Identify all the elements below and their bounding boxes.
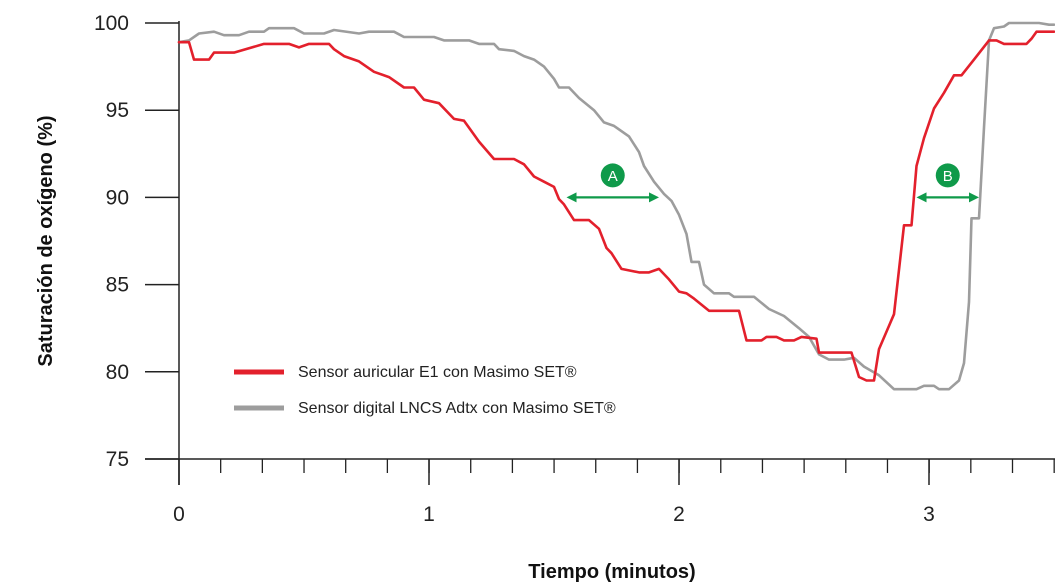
legend-label: Sensor digital LNCS Adtx con Masimo SET® bbox=[298, 400, 616, 417]
annotation-marker-label: A bbox=[608, 168, 618, 185]
annotation-marker-circle bbox=[600, 163, 625, 188]
y-axis-ticks: 75 80 85 90 95 100 bbox=[94, 12, 179, 471]
arrowhead-right bbox=[969, 192, 979, 203]
y-tick-label: 90 bbox=[106, 186, 129, 209]
y-tick-label: 75 bbox=[106, 448, 129, 471]
y-tick-label: 80 bbox=[106, 361, 129, 384]
x-tick-label: 3 bbox=[923, 503, 935, 526]
x-tick-label: 2 bbox=[673, 503, 685, 526]
annotation-b: B bbox=[916, 163, 979, 203]
series-line-e1-ear-sensor bbox=[177, 30, 1055, 382]
y-tick-label: 100 bbox=[94, 12, 129, 35]
x-tick-label: 1 bbox=[423, 503, 435, 526]
annotation-marker-label: B bbox=[943, 168, 953, 185]
y-axis-title: Saturación de oxígeno (%) bbox=[35, 115, 57, 366]
y-tick-label: 95 bbox=[106, 99, 129, 122]
arrowhead-right bbox=[649, 192, 659, 203]
x-tick-label: 0 bbox=[173, 503, 185, 526]
arrowhead-left bbox=[566, 192, 577, 203]
legend-label: Sensor auricular E1 con Masimo SET® bbox=[298, 364, 577, 381]
annotation-marker-circle bbox=[935, 163, 960, 188]
series-layer bbox=[177, 21, 1055, 391]
annotation-a: A bbox=[566, 163, 659, 203]
y-tick-label: 85 bbox=[106, 274, 129, 297]
arrowhead-left bbox=[916, 192, 927, 203]
x-axis-title: Tiempo (minutos) bbox=[528, 561, 695, 583]
series-line-lncs-digital-sensor bbox=[177, 21, 1055, 391]
x-axis-ticks: 0 1 2 3 bbox=[173, 459, 1055, 526]
legend: Sensor auricular E1 con Masimo SET® Senso… bbox=[234, 364, 616, 417]
